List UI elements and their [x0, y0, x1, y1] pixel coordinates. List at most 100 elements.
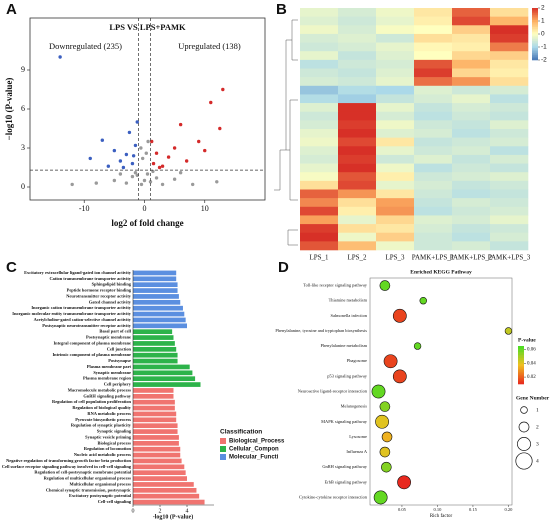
- heatmap-cell: [300, 172, 339, 182]
- heatmap-cell: [414, 129, 453, 138]
- bar: [133, 411, 177, 417]
- point: [203, 148, 207, 153]
- heatmap-cell: [376, 180, 415, 190]
- x-tick-label: 0: [132, 508, 135, 514]
- colorbar-step: [518, 367, 524, 370]
- bubble: [371, 384, 386, 399]
- bar: [133, 452, 181, 458]
- heatmap-cell: [414, 103, 453, 113]
- heatmap-cell: [414, 154, 453, 164]
- category-label: Cell surface receptor signaling pathway …: [2, 464, 132, 469]
- point: [178, 171, 183, 175]
- panel-label: A: [6, 1, 17, 18]
- colorbar-step: [518, 371, 524, 374]
- point: [144, 151, 148, 155]
- bar: [133, 446, 181, 452]
- point: [58, 55, 62, 59]
- heatmap-cell: [452, 25, 491, 35]
- colorbar-step: [532, 9, 538, 12]
- heatmap-cell: [452, 172, 491, 182]
- plot-frame: [369, 277, 513, 506]
- category-label: GnRH signaling pathway: [322, 464, 367, 469]
- category-label: Postsynaptic membrane: [86, 335, 131, 340]
- point: [100, 138, 105, 142]
- category-label: p53 signaling pathway: [327, 373, 368, 378]
- heatmap-cell: [300, 180, 339, 190]
- point: [166, 155, 171, 159]
- category-label: Chemical synaptic transmission, postsyna…: [46, 487, 131, 492]
- heatmap-cell: [452, 8, 491, 17]
- heatmap-cell: [414, 241, 453, 251]
- category-label: Regulation of multicellular organismal p…: [44, 476, 132, 481]
- x-tick-label: 0.20: [505, 507, 514, 512]
- category-label: Influenza A: [346, 449, 367, 454]
- bar: [133, 440, 179, 446]
- point: [133, 143, 138, 148]
- bar: [133, 352, 178, 358]
- bubble: [397, 475, 411, 490]
- heatmap-cell: [414, 189, 453, 199]
- heatmap-cell: [452, 51, 491, 61]
- category-label: RNA metabolic process: [87, 411, 131, 416]
- category-label: Multicellular organismal process: [69, 481, 131, 486]
- colorbar-step: [518, 359, 524, 362]
- heatmap-cell: [376, 198, 415, 208]
- point: [131, 154, 136, 158]
- colorbar-step: [518, 376, 524, 379]
- colorbar-label: 0.04: [527, 361, 536, 366]
- colorbar-step: [532, 35, 538, 38]
- colorbar-step: [518, 374, 524, 377]
- heatmap-cell: [452, 189, 491, 199]
- category-label: Toll-like receptor signaling pathway: [303, 283, 368, 288]
- heatmap-cell: [338, 224, 377, 234]
- category-label: Nucleic acid metabolic process: [74, 452, 131, 457]
- colorbar-step: [532, 32, 538, 35]
- colorbar-step: [532, 21, 538, 24]
- colorbar-step: [532, 40, 538, 43]
- colorbar-label: 1: [541, 18, 545, 25]
- panel-label: D: [278, 259, 289, 276]
- heatmap-cell: [490, 146, 529, 156]
- heatmap-cell: [452, 85, 491, 95]
- category-label: Regulation of cell population proliferat…: [52, 399, 132, 404]
- plot-frame: [29, 17, 266, 201]
- size-legend-label: 4: [536, 458, 539, 464]
- category-label: Lysosome: [349, 434, 367, 439]
- point: [148, 180, 153, 184]
- heatmap-cell: [300, 59, 339, 69]
- heatmap-cell: [490, 232, 529, 242]
- heatmap-cell: [452, 129, 491, 138]
- point: [145, 172, 150, 176]
- point: [142, 178, 147, 183]
- heatmap-cell: [452, 120, 491, 130]
- heatmap-cell: [452, 103, 491, 113]
- heatmap-cell: [490, 111, 529, 121]
- heatmap-cell: [490, 16, 529, 26]
- heatmap-cell: [452, 111, 491, 121]
- heatmap-cell: [376, 120, 415, 130]
- heatmap-cell: [414, 137, 453, 147]
- x-tick-label: 0.15: [469, 507, 478, 512]
- category-label: Regulation of biological quality: [72, 405, 131, 410]
- bar: [133, 399, 175, 405]
- bar: [133, 270, 177, 276]
- bubble: [381, 431, 393, 443]
- heatmap-cell: [300, 241, 339, 251]
- category-label: Synaptic vesicle priming: [85, 434, 132, 439]
- heatmap-cell: [300, 206, 339, 216]
- point: [112, 148, 117, 153]
- colorbar-step: [532, 37, 538, 40]
- heatmap-cell: [376, 172, 415, 182]
- colorbar-step: [532, 8, 538, 11]
- point: [127, 130, 132, 135]
- category-label: Cell-cell signaling: [98, 499, 132, 504]
- colorbar-label: 0: [541, 31, 545, 38]
- category-label: Salmonella infection: [331, 313, 368, 318]
- heatmap-cell: [376, 137, 415, 147]
- point: [130, 161, 135, 166]
- heatmap-cell: [376, 215, 415, 225]
- heatmap-cell: [376, 8, 415, 17]
- heatmap-cell: [376, 163, 415, 173]
- heatmap-cell: [338, 68, 377, 78]
- colorbar-step: [518, 380, 524, 383]
